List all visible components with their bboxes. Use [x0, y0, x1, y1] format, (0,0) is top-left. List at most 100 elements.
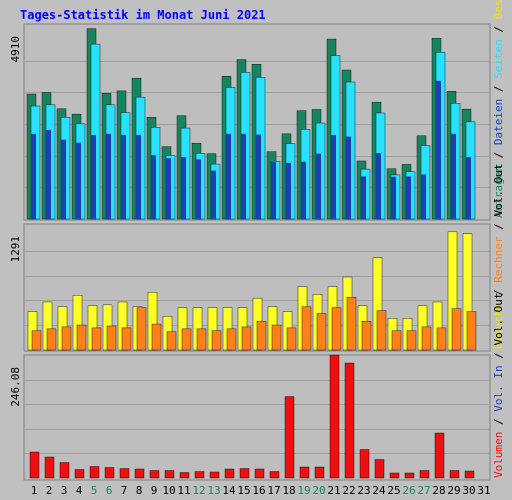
x-tick-label: 26	[402, 484, 415, 497]
legend-entry: Vol. Out	[492, 293, 505, 346]
legend-entry: /	[492, 145, 505, 165]
seiten-bar	[301, 161, 306, 219]
volumen-bar	[44, 456, 55, 479]
rechner-bar	[136, 307, 147, 351]
rechner-bar	[271, 324, 282, 351]
legend-entry: Vol. In	[492, 365, 505, 411]
x-tick-label: 8	[136, 484, 143, 497]
volumen-bar	[389, 472, 400, 479]
rechner-bar	[106, 325, 117, 351]
x-tick-label: 16	[252, 484, 265, 497]
rechner-bar	[316, 313, 327, 351]
rechner-bar	[211, 330, 222, 351]
volumen-bar	[239, 468, 250, 479]
rechner-bar	[31, 330, 42, 351]
seiten-bar	[346, 136, 351, 219]
rechner-bar	[61, 326, 72, 351]
seiten-bar	[376, 153, 381, 219]
legend-entry: /	[492, 217, 505, 237]
volumen-bar	[104, 467, 115, 479]
volumen-bar	[134, 468, 145, 479]
x-tick-label: 25	[387, 484, 400, 497]
volumen-bar	[29, 451, 40, 479]
seiten-bar	[256, 134, 261, 219]
volumen-bar	[299, 466, 310, 479]
x-tick-label: 2	[46, 484, 53, 497]
rechner-bar	[181, 328, 192, 351]
seiten-bar	[106, 133, 111, 219]
rechner-bar	[346, 296, 357, 351]
seiten-bar	[316, 153, 321, 219]
seiten-bar	[241, 133, 246, 219]
panel-bottom: 246.08 Volumen / Vol. In / Vol. Out	[9, 293, 505, 481]
rechner-bar	[331, 307, 342, 351]
volumen-bar	[89, 466, 100, 479]
rechner-bar	[196, 328, 207, 351]
seiten-bar	[391, 176, 396, 219]
rechner-bar	[91, 327, 102, 351]
legend-entry: /	[492, 79, 505, 99]
y-tick-label: 1291	[9, 236, 22, 263]
rechner-bar	[406, 330, 417, 351]
seiten-bar	[271, 162, 276, 219]
plot-area	[23, 354, 491, 481]
legend-entry: Dateien	[492, 99, 505, 145]
rechner-bar	[421, 326, 432, 351]
legend-entry: Besuche	[492, 303, 505, 349]
legend-entry: /	[492, 19, 505, 39]
volumen-bar	[209, 471, 220, 479]
series-legend: Besuche / Rechner / Vol. Out	[492, 164, 505, 349]
x-tick-label: 21	[327, 484, 340, 497]
chart-panels: 4910 Anfragen / Dateien / Seiten / Besuch…	[9, 0, 505, 481]
x-tick-label: 28	[432, 484, 445, 497]
volumen-bar	[359, 449, 370, 479]
rechner-bar	[451, 308, 462, 351]
volumen-bar	[179, 472, 190, 479]
volumen-bar	[329, 354, 340, 479]
series-legend: Anfragen / Dateien / Seiten / Besuche	[492, 0, 505, 218]
x-tick-label: 1	[31, 484, 38, 497]
rechner-bar	[76, 324, 87, 351]
x-tick-label: 9	[151, 484, 158, 497]
rechner-bar	[121, 327, 132, 351]
x-tick-label: 27	[417, 484, 430, 497]
seiten-bar	[466, 157, 471, 219]
volumen-bar	[149, 470, 160, 479]
chart-title: Tages-Statistik im Monat Juni 2021	[20, 8, 266, 22]
seiten-bar	[196, 159, 201, 219]
rechner-bar	[466, 311, 477, 351]
volumen-bar	[74, 469, 85, 479]
volumen-bar	[119, 468, 130, 479]
panel-middle: 1291 Besuche / Rechner / Vol. Out	[9, 164, 505, 352]
legend-entry: Vol. Out	[492, 164, 505, 217]
seiten-bar	[211, 170, 216, 219]
volumen-bar	[344, 362, 355, 479]
x-tick-label: 18	[282, 484, 295, 497]
volumen-bar	[419, 470, 430, 479]
volumen-bar	[284, 396, 295, 479]
volumen-bar	[254, 468, 265, 479]
rechner-bar	[226, 328, 237, 351]
x-tick-label: 12	[192, 484, 205, 497]
seiten-bar	[331, 135, 336, 219]
volumen-bar	[314, 466, 325, 479]
seiten-bar	[286, 162, 291, 219]
legend-entry: /	[492, 283, 505, 303]
x-tick-label: 5	[91, 484, 98, 497]
x-tick-label: 7	[121, 484, 128, 497]
seiten-bar	[166, 158, 171, 219]
x-tick-label: 22	[342, 484, 355, 497]
x-tick-label: 31	[477, 484, 490, 497]
x-tick-label: 10	[162, 484, 175, 497]
rechner-bar	[301, 306, 312, 351]
x-tick-label: 3	[61, 484, 68, 497]
y-tick-label: 4910	[9, 36, 22, 63]
x-tick-label: 24	[372, 484, 386, 497]
seiten-bar	[361, 176, 366, 219]
seiten-bar	[121, 135, 126, 219]
legend-entry: Volumen	[492, 432, 505, 478]
legend-entry: Rechner	[492, 236, 505, 283]
rechner-bar	[286, 327, 297, 351]
x-tick-label: 11	[177, 484, 190, 497]
